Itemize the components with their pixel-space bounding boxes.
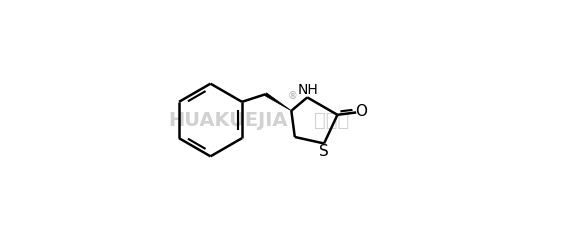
Text: S: S	[319, 144, 329, 159]
Polygon shape	[265, 93, 292, 111]
Text: NH: NH	[298, 83, 319, 97]
Text: ®: ®	[288, 91, 297, 102]
Text: HUAKUEJIA: HUAKUEJIA	[168, 110, 288, 130]
Text: O: O	[355, 104, 367, 119]
Text: 化学加: 化学加	[314, 110, 349, 130]
